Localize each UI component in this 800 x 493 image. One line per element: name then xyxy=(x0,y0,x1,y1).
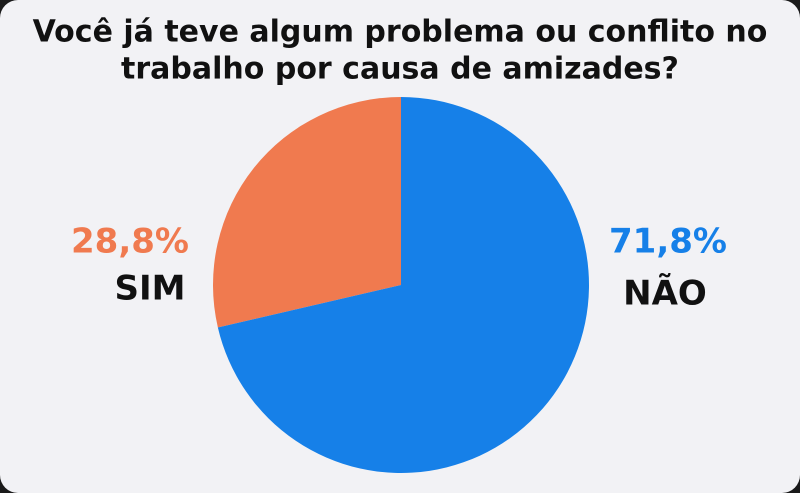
category-label: NÃO xyxy=(623,273,707,314)
value-label: 71,8% xyxy=(609,222,727,262)
value-label: 28,8% xyxy=(71,222,189,262)
category-label: SIM xyxy=(115,269,186,309)
pie-slice xyxy=(213,97,401,328)
chart-title: Você já teve algum problema ou conflito … xyxy=(33,15,768,50)
pie-slice xyxy=(217,97,589,473)
chart-title: trabalho por causa de amizades? xyxy=(121,52,679,87)
